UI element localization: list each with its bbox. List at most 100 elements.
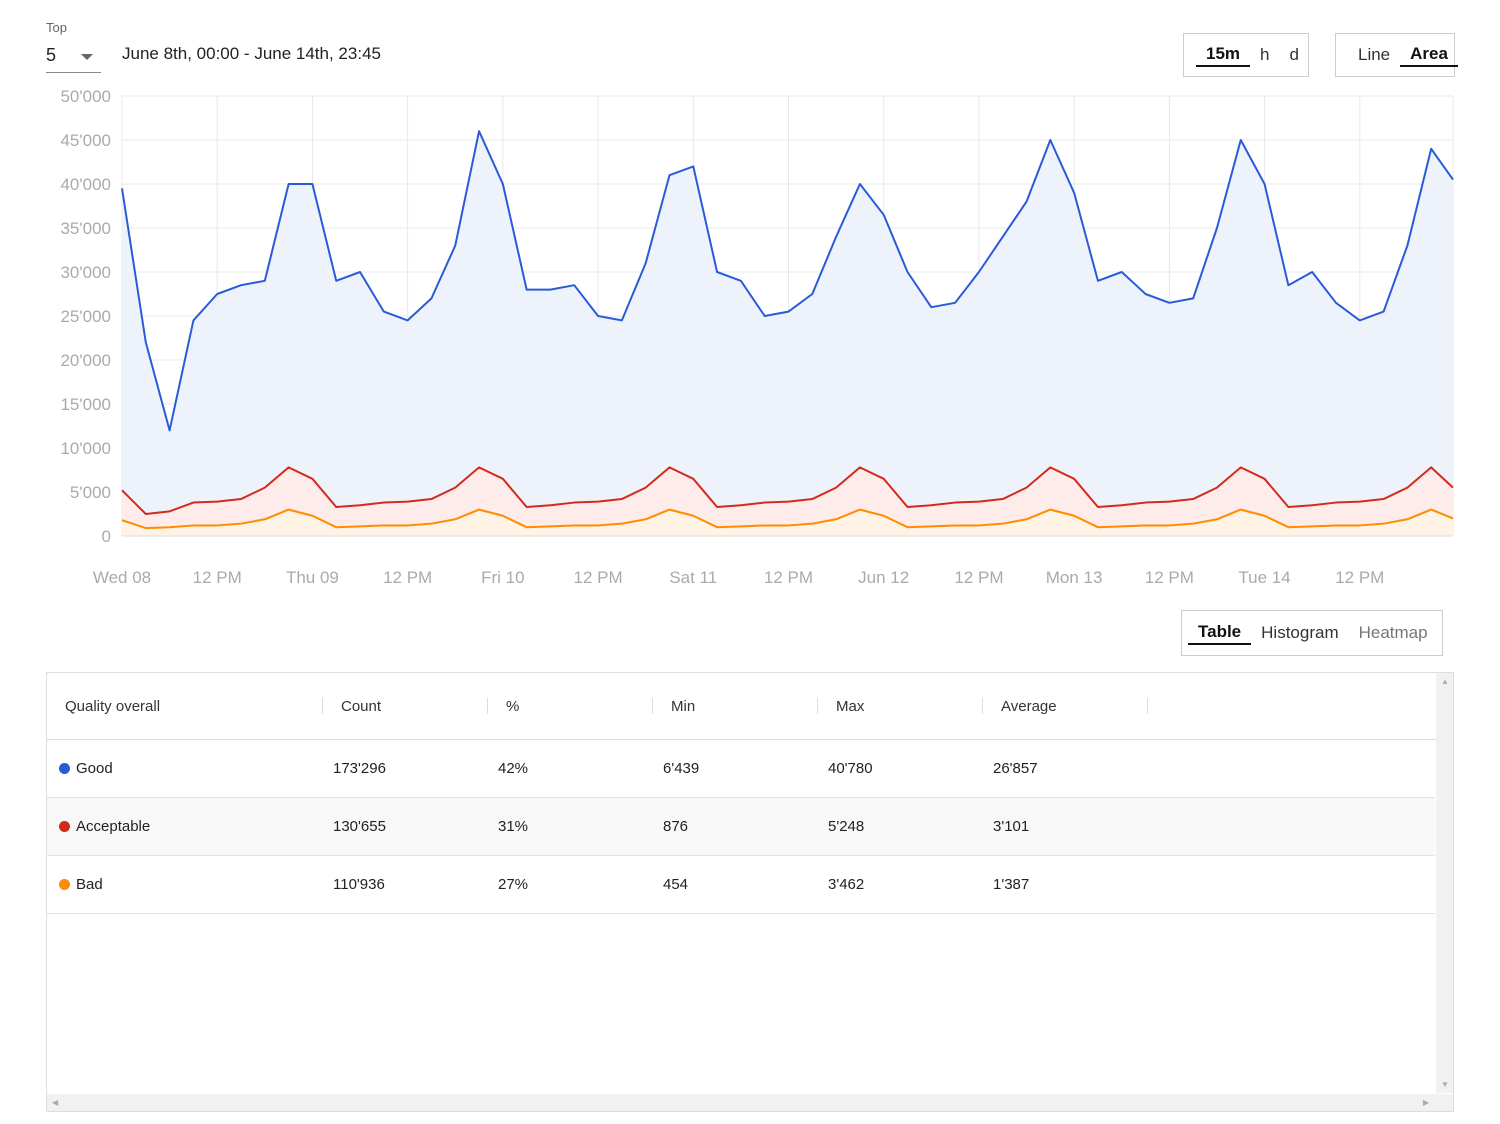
col-average[interactable]: Average <box>983 697 1148 715</box>
top-n-select[interactable]: 5 <box>46 42 101 73</box>
x-tick-label: Tue 14 <box>1238 568 1290 587</box>
tab-table[interactable]: Table <box>1188 621 1252 645</box>
quality-cell-text: Good <box>76 760 113 777</box>
horizontal-scrollbar[interactable]: ◀ ▶ <box>47 1094 1453 1111</box>
count-cell: 130'655 <box>315 818 480 835</box>
max-cell-text: 3'462 <box>828 876 865 893</box>
percent-cell-text: 42% <box>498 760 529 777</box>
x-tick-label: Sat 11 <box>669 568 717 587</box>
quality-cell: Bad <box>47 876 315 893</box>
x-tick-label: 12 PM <box>1145 568 1194 587</box>
count-cell: 110'936 <box>315 876 480 893</box>
x-tick-label: Thu 09 <box>286 568 339 587</box>
average-cell: 1'387 <box>975 876 1140 893</box>
count-cell-text: 130'655 <box>333 818 386 835</box>
scroll-left-icon[interactable]: ◀ <box>52 1098 59 1107</box>
table-row[interactable]: Bad 110'936 27% 454 3'462 1'387 <box>47 856 1435 914</box>
table-row[interactable]: Acceptable 130'655 31% 876 5'248 3'101 <box>47 798 1435 856</box>
y-tick-label: 5'000 <box>70 483 111 502</box>
x-tick-label: 12 PM <box>954 568 1003 587</box>
count-cell-text: 110'936 <box>333 876 385 893</box>
average-cell-text: 3'101 <box>993 818 1030 835</box>
y-tick-label: 45'000 <box>60 131 111 150</box>
y-tick-label: 30'000 <box>60 263 111 282</box>
max-cell: 3'462 <box>810 876 975 893</box>
quality-cell: Good <box>47 760 315 777</box>
y-tick-label: 10'000 <box>60 439 111 458</box>
x-tick-label: Jun 12 <box>858 568 909 587</box>
view-tabs: Table Histogram Heatmap <box>1181 610 1443 656</box>
max-cell-text: 40'780 <box>828 760 873 777</box>
granularity-15m[interactable]: 15m <box>1196 43 1251 67</box>
chart-type-area[interactable]: Area <box>1400 43 1458 67</box>
average-cell: 3'101 <box>975 818 1140 835</box>
vertical-scrollbar[interactable]: ▲ ▼ <box>1436 673 1453 1093</box>
y-tick-label: 35'000 <box>60 219 111 238</box>
min-cell: 454 <box>645 876 810 893</box>
scroll-down-icon[interactable]: ▼ <box>1441 1080 1449 1089</box>
y-tick-label: 15'000 <box>60 395 111 414</box>
quality-cell-text: Acceptable <box>76 818 151 835</box>
table-header: Quality overall Count % Min Max Average <box>47 673 1453 740</box>
min-cell: 6'439 <box>645 760 810 777</box>
x-tick-label: Fri 10 <box>481 568 524 587</box>
average-cell: 26'857 <box>975 760 1140 777</box>
scroll-up-icon[interactable]: ▲ <box>1441 677 1449 686</box>
col-min[interactable]: Min <box>653 697 818 715</box>
x-tick-label: 12 PM <box>573 568 622 587</box>
max-cell-text: 5'248 <box>828 818 865 835</box>
y-tick-label: 50'000 <box>60 87 111 106</box>
col-percent[interactable]: % <box>488 697 653 715</box>
series-color-dot <box>59 879 70 890</box>
percent-cell-text: 31% <box>498 818 529 835</box>
x-tick-label: 12 PM <box>764 568 813 587</box>
quality-area-chart: 0 5'000 10'000 15'000 20'000 25'000 30'000 35'0… <box>60 87 1454 587</box>
percent-cell: 31% <box>480 818 645 835</box>
col-quality[interactable]: Quality overall <box>47 697 323 715</box>
max-cell: 40'780 <box>810 760 975 777</box>
series-color-dot <box>59 763 70 774</box>
series-color-dot <box>59 821 70 832</box>
count-cell-text: 173'296 <box>333 760 386 777</box>
top-label: Top <box>46 20 67 35</box>
y-tick-label: 25'000 <box>60 307 111 326</box>
x-tick-label: 12 PM <box>383 568 432 587</box>
x-tick-label: Wed 08 <box>93 568 151 587</box>
x-tick-label: Mon 13 <box>1046 568 1103 587</box>
granularity-hour[interactable]: h <box>1260 45 1270 64</box>
date-range: June 8th, 00:00 - June 14th, 23:45 <box>122 44 381 63</box>
quality-cell-text: Bad <box>76 876 103 893</box>
percent-cell: 42% <box>480 760 645 777</box>
min-cell: 876 <box>645 818 810 835</box>
good-area <box>122 131 1453 514</box>
min-cell-text: 454 <box>663 876 689 893</box>
acceptable-area <box>122 467 1453 529</box>
x-tick-label: 12 PM <box>193 568 242 587</box>
tab-histogram[interactable]: Histogram <box>1261 623 1339 642</box>
min-cell-text: 876 <box>663 818 689 835</box>
y-tick-label: 20'000 <box>60 351 111 370</box>
count-cell: 173'296 <box>315 760 480 777</box>
chevron-down-icon <box>81 54 93 60</box>
chart-type-line[interactable]: Line <box>1358 45 1391 64</box>
top-n-value: 5 <box>46 45 57 65</box>
percent-cell: 27% <box>480 876 645 893</box>
col-count[interactable]: Count <box>323 697 488 715</box>
min-cell-text: 6'439 <box>663 760 700 777</box>
percent-cell-text: 27% <box>498 876 529 893</box>
granularity-day[interactable]: d <box>1289 45 1299 64</box>
average-cell-text: 1'387 <box>993 876 1030 893</box>
tab-heatmap[interactable]: Heatmap <box>1358 623 1428 642</box>
quality-table: Quality overall Count % Min Max Average … <box>46 672 1454 1112</box>
average-cell-text: 26'857 <box>993 760 1038 777</box>
chart-type-toggle: Line Area <box>1335 33 1458 77</box>
y-tick-label: 40'000 <box>60 175 111 194</box>
max-cell: 5'248 <box>810 818 975 835</box>
scroll-right-icon[interactable]: ▶ <box>1422 1098 1429 1107</box>
x-tick-label: 12 PM <box>1335 568 1384 587</box>
col-max[interactable]: Max <box>818 697 983 715</box>
y-tick-label: 0 <box>102 527 111 546</box>
table-row[interactable]: Good 173'296 42% 6'439 40'780 26'857 <box>47 740 1435 798</box>
quality-cell: Acceptable <box>47 818 315 835</box>
